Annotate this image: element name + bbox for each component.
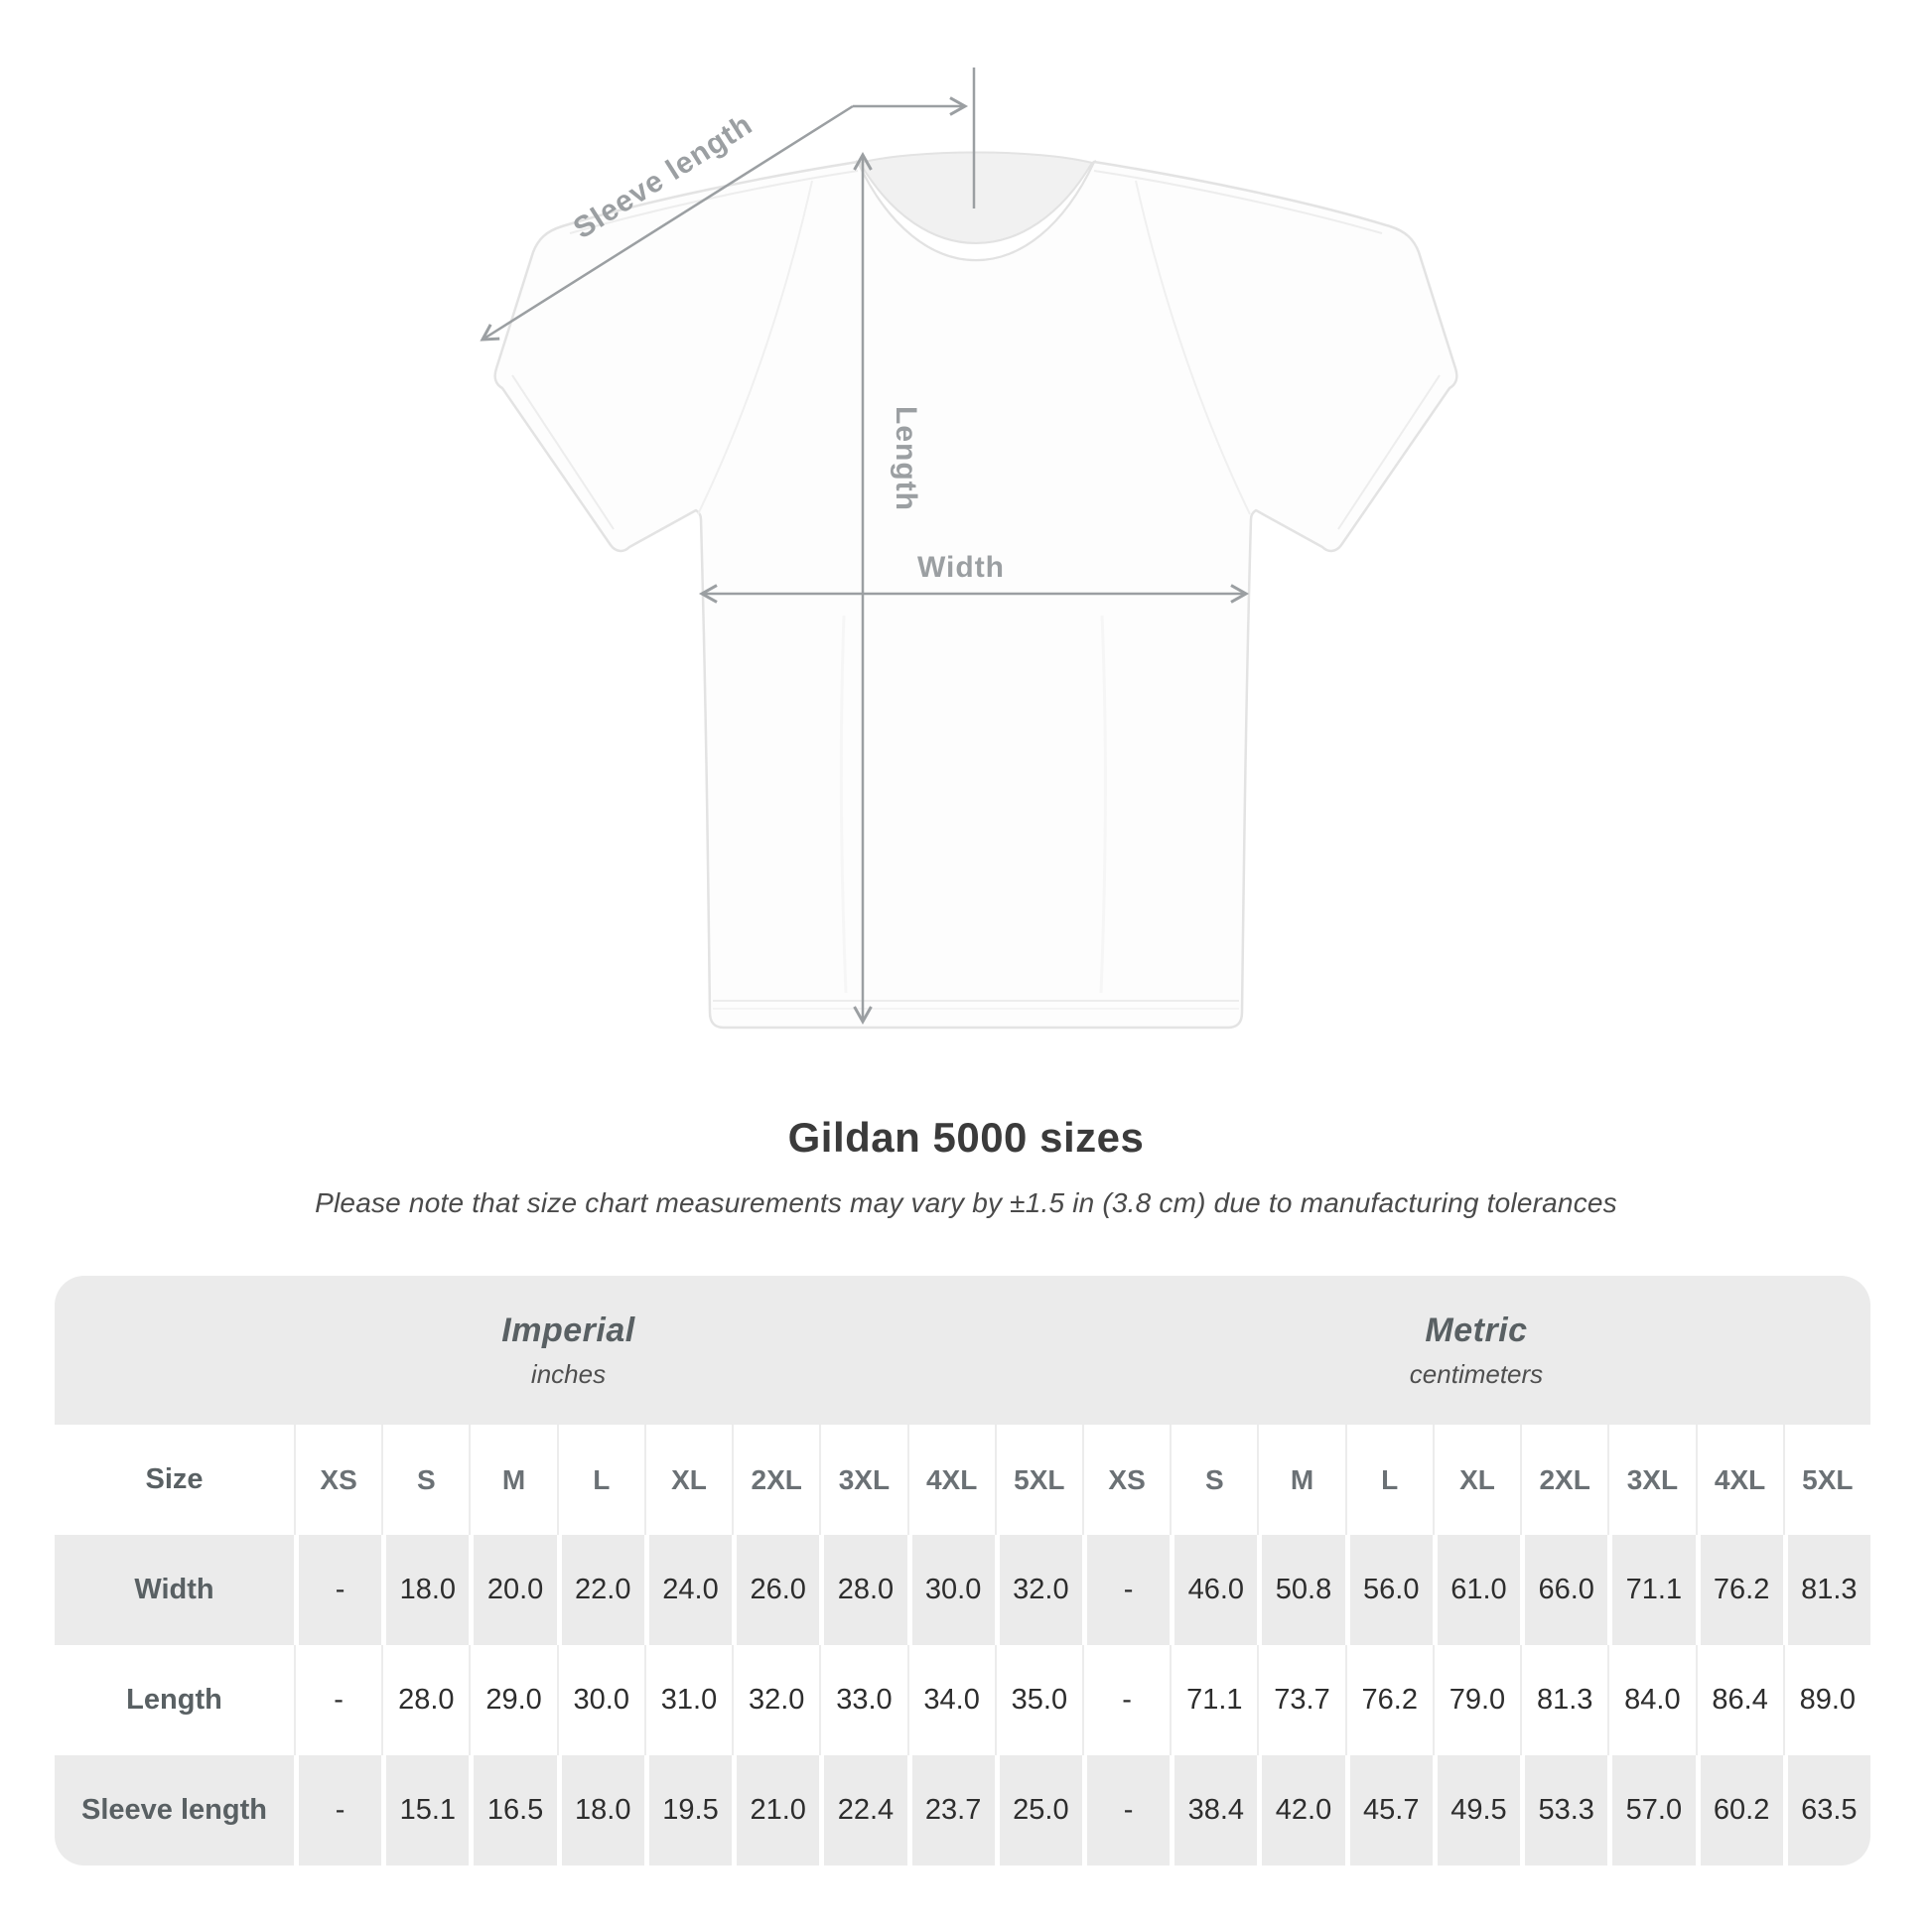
sleeve-length-value: 18.0	[556, 1755, 644, 1865]
width-value: 50.8	[1257, 1535, 1345, 1645]
length-value: 86.4	[1695, 1645, 1783, 1755]
width-value: 81.3	[1782, 1535, 1870, 1645]
size-header: XL	[1432, 1425, 1520, 1535]
sleeve-length-value: 15.1	[381, 1755, 470, 1865]
sleeve-length-value: 38.4	[1170, 1755, 1258, 1865]
width-value: 46.0	[1170, 1535, 1258, 1645]
size-header: 2XL	[1520, 1425, 1607, 1535]
width-value: 56.0	[1344, 1535, 1433, 1645]
size-header: XS	[1081, 1425, 1170, 1535]
row-label: Width	[55, 1535, 294, 1645]
width-label: Width	[917, 551, 1005, 584]
size-header: M	[469, 1425, 556, 1535]
width-value: 76.2	[1695, 1535, 1783, 1645]
length-value: -	[1081, 1645, 1170, 1755]
length-value: 34.0	[906, 1645, 995, 1755]
size-header: S	[1170, 1425, 1257, 1535]
size-header: XS	[294, 1425, 381, 1535]
size-header: L	[556, 1425, 644, 1535]
width-value: -	[294, 1535, 382, 1645]
length-value: 73.7	[1257, 1645, 1344, 1755]
length-value: 89.0	[1782, 1645, 1870, 1755]
unit-sub: centimeters	[1409, 1358, 1544, 1389]
sleeve-length-value: 60.2	[1695, 1755, 1783, 1865]
length-value: 84.0	[1607, 1645, 1695, 1755]
table-row-length: Length -28.0 29.0 30.0 31.0 32.0 33.0 34.0 35.0…	[55, 1645, 1870, 1755]
sleeve-length-arrow	[480, 68, 976, 342]
width-value: 22.0	[556, 1535, 644, 1645]
width-value: -	[1081, 1535, 1171, 1645]
size-header-row: Size XS S M L XL 2XL 3XL 4XL 5XL XS S M L XL 2XL 3XL 4X…	[55, 1425, 1870, 1535]
sleeve-length-value: 22.4	[819, 1755, 907, 1865]
width-value: 61.0	[1432, 1535, 1521, 1645]
width-value: 26.0	[732, 1535, 820, 1645]
sleeve-length-value: 63.5	[1782, 1755, 1870, 1865]
sleeve-length-value: 19.5	[643, 1755, 733, 1865]
width-value: 28.0	[819, 1535, 907, 1645]
size-header: 2XL	[732, 1425, 819, 1535]
sleeve-length-value: 57.0	[1607, 1755, 1696, 1865]
table-row-sleeve-length: Sleeve length -15.1 16.5 18.0 19.5 21.0 22.4 2…	[55, 1755, 1870, 1865]
length-label: Length	[890, 406, 922, 511]
size-header: S	[381, 1425, 469, 1535]
size-header: 4XL	[906, 1425, 995, 1535]
sleeve-length-value: 42.0	[1257, 1755, 1345, 1865]
sleeve-length-value: 16.5	[469, 1755, 557, 1865]
sleeve-length-value: 23.7	[906, 1755, 995, 1865]
length-value: 28.0	[381, 1645, 469, 1755]
size-header: 5XL	[994, 1425, 1082, 1535]
size-table: Imperial inches Metric centimeters Size …	[55, 1276, 1870, 1865]
page-subtitle: Please note that size chart measurements…	[315, 1187, 1617, 1218]
tshirt-image: Sleeve length Length Width	[480, 68, 1458, 1030]
sleeve-length-value: -	[1081, 1755, 1171, 1865]
unit-group-metric: Metric centimeters	[1082, 1276, 1870, 1425]
size-header: M	[1257, 1425, 1344, 1535]
shirt-diagram: Sleeve length Length Width	[480, 68, 1458, 1030]
size-column-header: Size	[145, 1463, 204, 1495]
length-value: 71.1	[1170, 1645, 1257, 1755]
unit-name: Imperial	[501, 1311, 635, 1349]
tshirt-silhouette	[493, 151, 1458, 1030]
size-header: 3XL	[819, 1425, 906, 1535]
row-label: Length	[126, 1684, 222, 1716]
table-row-width: Width -18.0 20.0 22.0 24.0 26.0 28.0 30.0 32.0 …	[55, 1535, 1870, 1645]
sleeve-length-value: 21.0	[732, 1755, 820, 1865]
size-header: 5XL	[1782, 1425, 1870, 1535]
size-header: XL	[643, 1425, 732, 1535]
sleeve-length-value: 25.0	[994, 1755, 1082, 1865]
unit-group-imperial: Imperial inches	[55, 1276, 1082, 1425]
length-value: 31.0	[643, 1645, 732, 1755]
length-value: 35.0	[994, 1645, 1082, 1755]
sleeve-length-value: 53.3	[1520, 1755, 1608, 1865]
length-value: 81.3	[1520, 1645, 1607, 1755]
size-header: 4XL	[1695, 1425, 1783, 1535]
width-value: 30.0	[906, 1535, 995, 1645]
sleeve-length-value: 49.5	[1432, 1755, 1521, 1865]
sleeve-length-value: -	[294, 1755, 382, 1865]
width-value: 32.0	[994, 1535, 1082, 1645]
length-value: 33.0	[819, 1645, 906, 1755]
width-value: 20.0	[469, 1535, 557, 1645]
unit-sub: inches	[530, 1358, 607, 1389]
length-value: 30.0	[556, 1645, 644, 1755]
units-band: Imperial inches Metric centimeters	[55, 1276, 1870, 1425]
width-value: 66.0	[1520, 1535, 1608, 1645]
page-title: Gildan 5000 sizes	[787, 1114, 1145, 1161]
size-header: L	[1344, 1425, 1433, 1535]
title-block: Gildan 5000 sizes Please note that size …	[0, 1114, 1932, 1219]
length-value: 76.2	[1344, 1645, 1433, 1755]
width-value: 24.0	[643, 1535, 733, 1645]
length-value: 79.0	[1432, 1645, 1520, 1755]
unit-name: Metric	[1425, 1311, 1528, 1349]
sleeve-length-value: 45.7	[1344, 1755, 1433, 1865]
size-header: 3XL	[1607, 1425, 1695, 1535]
width-value: 18.0	[381, 1535, 470, 1645]
length-value: -	[294, 1645, 381, 1755]
width-value: 71.1	[1607, 1535, 1696, 1645]
length-value: 29.0	[469, 1645, 556, 1755]
length-value: 32.0	[732, 1645, 819, 1755]
row-label: Sleeve length	[55, 1755, 294, 1865]
